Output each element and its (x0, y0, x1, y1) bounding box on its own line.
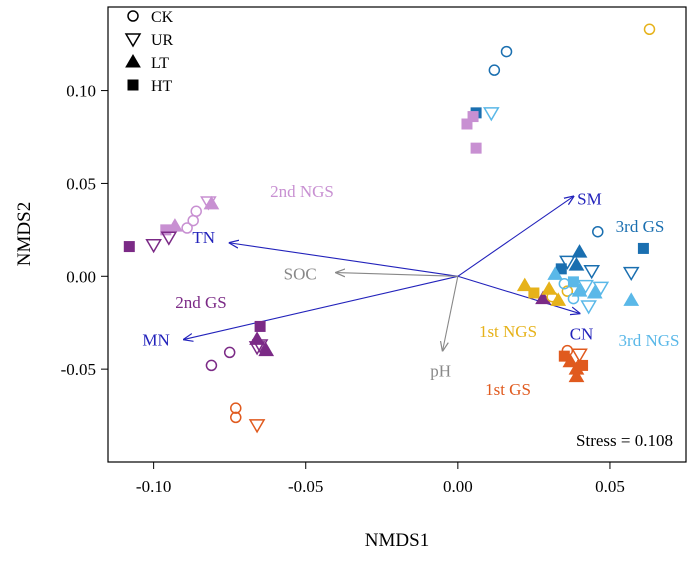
y-tick-label: -0.05 (61, 360, 96, 379)
data-point (482, 107, 500, 122)
vector-label-sm: SM (577, 189, 602, 208)
data-point (577, 359, 589, 371)
plot-frame (107, 6, 687, 463)
x-tick-label: 0.05 (595, 477, 625, 496)
x-tick-label: -0.10 (136, 477, 171, 496)
data-point (541, 281, 557, 295)
group-label: 2nd NGS (270, 182, 334, 201)
data-point (577, 279, 594, 295)
vector-ph (443, 276, 459, 350)
stress-annotation: Stress = 0.108 (576, 431, 673, 450)
data-point (567, 276, 579, 288)
data-point (205, 359, 218, 372)
data-point (160, 231, 178, 246)
data-point (622, 266, 640, 282)
vector-label-mn: MN (142, 330, 169, 349)
data-point (488, 64, 501, 76)
data-point (559, 255, 576, 270)
data-point (637, 242, 649, 254)
data-point (203, 195, 220, 210)
data-point (167, 218, 183, 232)
data-point (249, 331, 265, 345)
legend-marker-ht (127, 79, 139, 91)
data-points (123, 23, 656, 434)
legend-marker-ur (124, 33, 142, 48)
vector-label-soc: SOC (284, 265, 317, 284)
vector-soc (336, 273, 458, 277)
vector-tn (230, 243, 458, 277)
data-point (467, 111, 479, 123)
data-point (187, 214, 199, 227)
data-point (558, 350, 570, 362)
y-tick-label: 0.10 (66, 82, 96, 101)
data-point (251, 339, 269, 354)
axes: -0.10 -0.05 0.00 0.05 -0.05 0.00 0.05 0.10 (61, 82, 625, 496)
data-point (583, 264, 601, 280)
data-point (145, 238, 162, 254)
data-point (248, 419, 266, 434)
data-point (470, 142, 482, 154)
data-point (555, 263, 567, 275)
env-vectors: SM TN MN CN SOC pH (142, 189, 601, 380)
data-point (230, 402, 242, 414)
data-point (571, 283, 588, 297)
data-point (568, 368, 585, 383)
group-labels: 2nd NGS 2nd GS 1st GS 1st NGS 3rd NGS 3rd GS (175, 182, 679, 399)
data-point (258, 342, 275, 357)
data-point (571, 244, 588, 258)
vector-mn (184, 275, 458, 339)
legend-label: LT (151, 55, 169, 72)
data-point (248, 341, 266, 356)
data-point (550, 292, 567, 306)
data-point (561, 285, 574, 297)
data-point (160, 224, 172, 236)
vector-cn (457, 275, 580, 313)
data-point (461, 118, 473, 130)
x-tick-label: -0.05 (288, 477, 323, 496)
data-point (643, 23, 656, 36)
data-point (586, 285, 603, 299)
y-tick-label: 0.05 (66, 174, 96, 193)
data-point (547, 266, 564, 280)
legend-marker-lt (125, 54, 141, 68)
y-tick-label: 0.00 (66, 267, 96, 286)
data-point (230, 411, 242, 424)
data-point (571, 348, 588, 363)
legend-label: UR (151, 32, 174, 49)
legend: CK UR LT HT (124, 9, 174, 95)
x-tick-label: 0.00 (443, 477, 473, 496)
data-point (568, 257, 585, 271)
data-point (528, 287, 540, 299)
data-point (123, 241, 135, 253)
data-point (580, 300, 597, 315)
group-label: 1st NGS (479, 322, 537, 341)
group-label: 3rd GS (616, 217, 665, 236)
x-axis-title: NMDS1 (365, 530, 429, 551)
data-point (567, 292, 580, 305)
group-label: 3rd NGS (619, 331, 680, 350)
group-label: 1st GS (485, 380, 531, 399)
data-point (592, 225, 604, 238)
data-point (181, 222, 193, 234)
data-point (223, 346, 236, 359)
vector-sm (457, 196, 574, 277)
y-axis-title: NMDS2 (14, 202, 35, 266)
data-point (254, 320, 266, 332)
vector-label-ph: pH (430, 362, 451, 381)
data-point (190, 205, 202, 218)
vector-label-tn: TN (192, 228, 215, 247)
legend-label: CK (151, 9, 174, 26)
data-point (516, 277, 533, 292)
vector-label-cn: CN (570, 324, 594, 343)
legend-label: HT (151, 78, 173, 95)
data-point (623, 292, 640, 306)
group-label: 2nd GS (175, 293, 226, 312)
data-point (592, 281, 610, 296)
data-point (562, 353, 579, 368)
legend-marker-ck (127, 10, 139, 22)
data-point (500, 45, 513, 58)
